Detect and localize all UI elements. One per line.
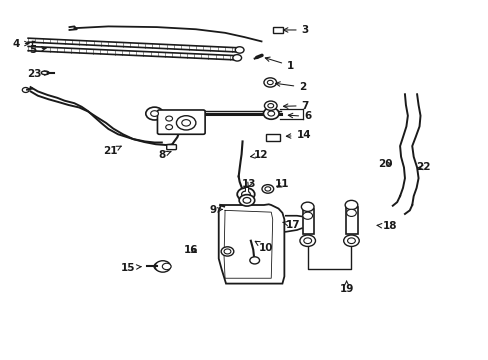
Circle shape [302,212,312,219]
Circle shape [267,80,273,85]
Circle shape [182,120,190,126]
Text: 14: 14 [286,130,310,140]
Text: 15: 15 [121,262,141,273]
Text: 1: 1 [265,57,294,71]
Text: 23: 23 [27,68,49,78]
Polygon shape [218,204,284,284]
Ellipse shape [41,71,49,75]
Circle shape [299,235,315,247]
Circle shape [264,187,270,191]
Text: 7: 7 [283,101,308,111]
Text: 6: 6 [288,111,311,121]
Circle shape [232,55,241,61]
Circle shape [301,202,313,211]
Circle shape [343,235,359,247]
FancyBboxPatch shape [157,110,204,134]
Circle shape [345,201,357,210]
Circle shape [162,263,171,270]
Circle shape [154,262,164,270]
Text: 13: 13 [242,179,256,189]
Text: 11: 11 [275,179,289,189]
Text: 2: 2 [275,82,306,92]
FancyBboxPatch shape [166,145,176,150]
Circle shape [241,191,250,198]
Text: 19: 19 [339,281,353,294]
Circle shape [155,261,170,272]
Circle shape [237,188,254,201]
Text: 17: 17 [283,220,300,230]
FancyBboxPatch shape [273,27,283,33]
Circle shape [145,107,163,120]
Circle shape [150,111,158,116]
Circle shape [347,238,355,244]
Circle shape [22,87,29,93]
Circle shape [267,104,273,108]
Circle shape [224,249,230,254]
Circle shape [221,247,233,256]
Text: 10: 10 [255,241,273,253]
Bar [302,209,313,234]
Circle shape [165,125,172,130]
Text: 22: 22 [415,162,430,172]
Circle shape [346,209,356,216]
Circle shape [263,108,279,119]
Circle shape [243,198,250,203]
Circle shape [235,47,244,53]
FancyBboxPatch shape [266,134,280,141]
Circle shape [267,111,274,116]
Text: 20: 20 [378,159,392,169]
Circle shape [176,116,196,130]
Bar [345,207,358,234]
Text: 12: 12 [250,150,268,160]
Circle shape [165,116,172,121]
Text: 16: 16 [183,245,198,255]
Text: 4: 4 [12,39,29,49]
Circle shape [239,195,254,206]
Text: 3: 3 [283,25,308,35]
Text: 21: 21 [103,146,121,157]
Text: 5: 5 [29,45,46,55]
Circle shape [264,101,277,111]
Circle shape [303,238,311,244]
Circle shape [264,78,276,87]
Text: 8: 8 [158,150,171,160]
Text: 9: 9 [209,205,222,215]
Circle shape [262,185,273,193]
Text: 18: 18 [376,221,397,231]
Circle shape [249,257,259,264]
